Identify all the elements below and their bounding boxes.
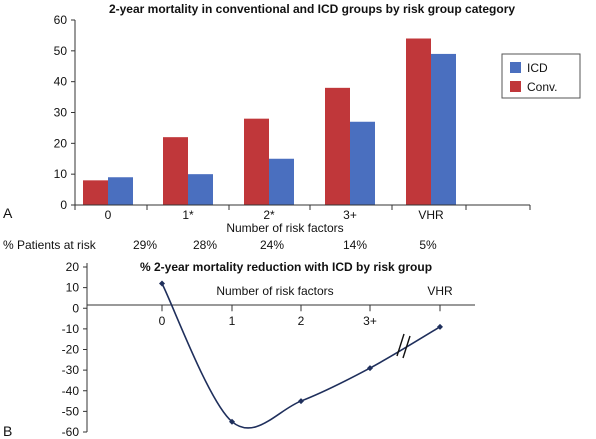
x-tick-label: 3+: [343, 208, 357, 222]
y-tick-label: -20: [62, 343, 80, 357]
panel-b-x-ticks: 0 1 2 3+ VHR: [159, 284, 453, 328]
y-tick-label: 10: [66, 281, 80, 295]
bar-conv: [83, 180, 108, 205]
x-tick-label: VHR: [418, 208, 444, 222]
patients-at-risk-row: % Patients at risk 29% 28% 24% 14% 5%: [3, 238, 437, 252]
y-tick-label: 20: [54, 136, 68, 150]
legend-label: Conv.: [527, 80, 557, 94]
patients-at-risk-value: 29%: [133, 238, 157, 252]
legend-label: ICD: [527, 61, 548, 75]
bar-icd: [269, 158, 294, 205]
patients-at-risk-value: 28%: [193, 238, 217, 252]
y-tick-label: 0: [72, 301, 79, 315]
y-tick-label: -10: [62, 322, 80, 336]
panel-b-label: B: [3, 423, 12, 439]
panel-a-label: A: [3, 205, 13, 221]
data-point: [159, 280, 165, 287]
y-tick-label: 30: [54, 106, 68, 120]
x-tick-label: 0: [105, 208, 112, 222]
bar-conv: [244, 118, 269, 205]
panel-a-y-ticks: 0 10 20 30 40 50 60: [54, 13, 75, 212]
bar-icd: [108, 177, 133, 205]
bar-conv: [163, 137, 188, 205]
x-tick-label: 2: [298, 314, 305, 328]
bar-icd: [431, 53, 456, 205]
panel-a-x-ticks: 0 1* 2* 3+ VHR: [74, 205, 531, 222]
legend: ICD Conv.: [501, 53, 581, 99]
bar-icd: [350, 121, 375, 205]
panel-a-bar-chart: 2-year mortality in conventional and ICD…: [3, 2, 581, 235]
y-tick-label: 60: [54, 13, 68, 27]
y-tick-label: 40: [54, 75, 68, 89]
x-tick-label: 3+: [363, 314, 377, 328]
mortality-reduction-line: [161, 283, 441, 429]
x-tick-label: VHR: [427, 284, 453, 298]
data-point: [298, 398, 304, 405]
panel-b-points: [159, 280, 443, 425]
panel-a-bars: [83, 38, 456, 205]
x-tick-label: 2*: [263, 208, 275, 222]
x-tick-label: 1: [229, 314, 236, 328]
patients-at-risk-value: 5%: [419, 238, 437, 252]
axis-break-marker: [396, 333, 411, 359]
y-tick-label: -40: [62, 384, 80, 398]
y-tick-label: -60: [62, 425, 80, 439]
panel-b-title: % 2-year mortality reduction with ICD by…: [140, 260, 432, 274]
legend-swatch: [510, 62, 521, 73]
y-tick-label: -30: [62, 363, 80, 377]
panel-a-x-axis-label: Number of risk factors: [226, 221, 343, 235]
panel-b-y-ticks: 20 10 0 -10 -20 -30 -40 -50 -60: [62, 260, 87, 439]
bar-conv: [406, 38, 431, 205]
bar-conv: [325, 87, 350, 205]
axis-break-line-1: [396, 333, 405, 357]
panel-a-title: 2-year mortality in conventional and ICD…: [109, 2, 515, 16]
patients-at-risk-label: % Patients at risk: [3, 238, 97, 252]
panel-b-x-axis-label: Number of risk factors: [216, 284, 333, 298]
y-tick-label: 20: [66, 260, 80, 274]
data-point: [367, 365, 373, 372]
patients-at-risk-value: 24%: [260, 238, 284, 252]
panel-b-line-chart: % 2-year mortality reduction with ICD by…: [3, 260, 475, 439]
legend-swatch: [510, 81, 521, 92]
y-tick-label: -50: [62, 404, 80, 418]
x-tick-label: 0: [159, 314, 166, 328]
y-tick-label: 10: [54, 167, 68, 181]
x-tick-label: 1*: [182, 208, 194, 222]
y-tick-label: 0: [60, 198, 67, 212]
patients-at-risk-value: 14%: [343, 238, 367, 252]
y-tick-label: 50: [54, 44, 68, 58]
bar-icd: [188, 174, 213, 205]
axis-break-line-2: [402, 335, 411, 359]
data-point: [437, 323, 443, 330]
data-point: [229, 418, 235, 425]
